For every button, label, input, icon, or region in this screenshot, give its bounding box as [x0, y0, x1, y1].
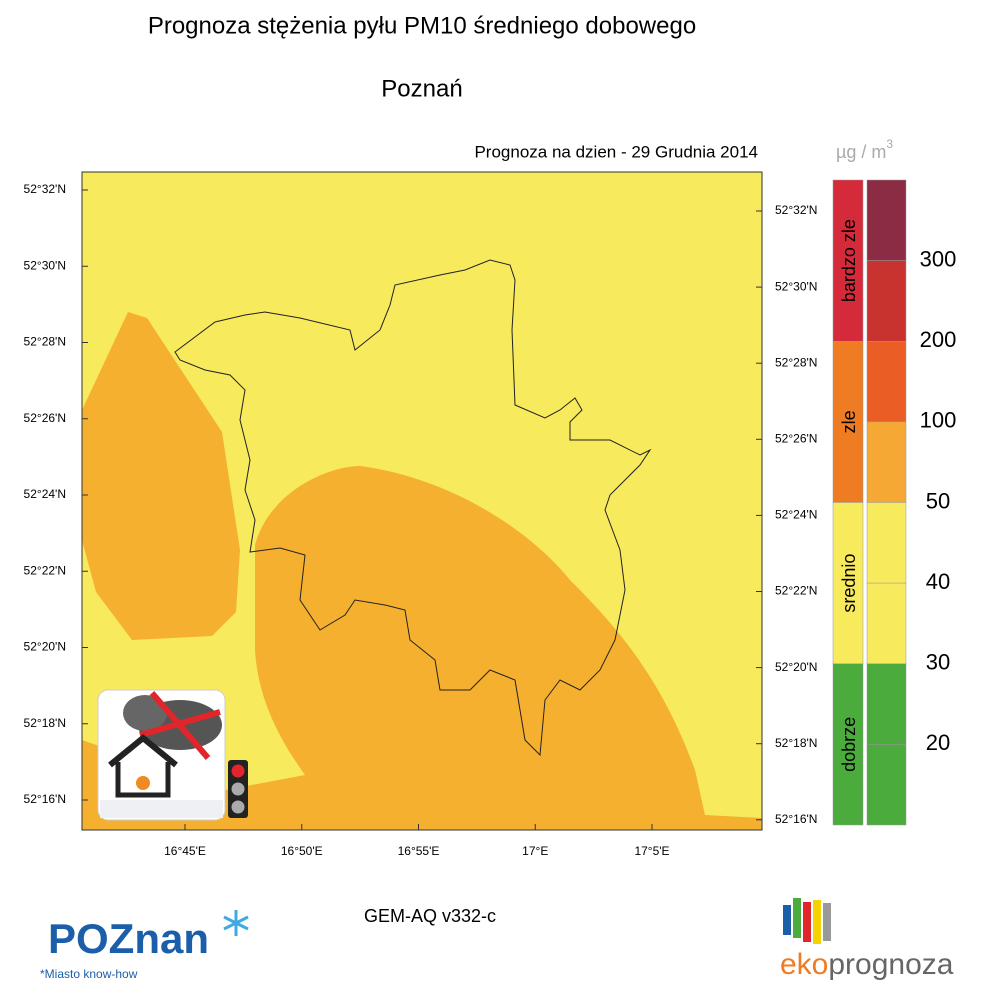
unit-text: µg / m — [836, 142, 886, 162]
inset-icon — [97, 689, 248, 821]
lat-label-left: 52°32'N — [24, 182, 66, 196]
legend-category — [832, 502, 864, 664]
legend-scale — [866, 663, 907, 745]
legend-scale — [866, 421, 907, 503]
legend-value: 50 — [926, 488, 950, 513]
lat-label-left: 52°20'N — [24, 640, 66, 654]
lon-label: 16°45'E — [164, 844, 206, 858]
lat-label-right: 52°32'N — [775, 203, 817, 217]
lon-label: 17°5'E — [634, 844, 669, 858]
snow — [100, 800, 223, 818]
lon-label: 16°55'E — [398, 844, 440, 858]
legend-category — [832, 179, 864, 342]
tagline: *Miasto know-how — [40, 967, 138, 981]
light-off — [231, 782, 245, 796]
map-frame — [81, 171, 763, 831]
axes: 52°32'N 52°30'N 52°28'N 52°26'N 52°24'N 52°22… — [24, 182, 818, 858]
legend-category — [832, 663, 864, 826]
lat-label-left: 52°22'N — [24, 563, 66, 577]
legend-scale — [866, 179, 907, 261]
city-boundary — [174, 259, 652, 757]
logo-left: POZnan — [48, 915, 209, 962]
fire — [136, 776, 150, 790]
house-wall — [115, 762, 171, 798]
house-roof — [108, 734, 178, 768]
logo-right: ekoprognoza — [780, 948, 954, 981]
legend-value: 200 — [920, 327, 957, 352]
legend-value: 20 — [926, 730, 950, 755]
logo-right-bars — [783, 898, 831, 944]
forecast-date: Prognoza na dzien - 29 Grudnia 2014 — [474, 142, 758, 161]
lat-label-right: 52°30'N — [775, 279, 817, 293]
legend-scale — [866, 260, 907, 342]
lat-label-left: 52°30'N — [24, 258, 66, 272]
lat-label-right: 52°22'N — [775, 584, 817, 598]
legend: bardzo zle zle srednio dobrze 300 200 100 50 40 3… — [832, 179, 957, 826]
legend-value: 40 — [926, 569, 950, 594]
lat-label-right: 52°20'N — [775, 660, 817, 674]
legend-category-label: zle — [839, 410, 859, 433]
lat-label-right: 52°26'N — [775, 431, 817, 445]
light-off — [231, 800, 245, 814]
legend-value: 300 — [920, 246, 957, 271]
title: Prognoza stężenia pyłu PM10 średniego do… — [148, 12, 696, 39]
lat-label-right: 52°16'N — [775, 812, 817, 826]
legend-category-label: dobrze — [839, 717, 859, 772]
unit-exponent: 3 — [886, 137, 893, 151]
lon-label: 16°50'E — [281, 844, 323, 858]
lon-label: 17°E — [522, 844, 548, 858]
subtitle: Poznań — [381, 75, 462, 102]
lat-label-right: 52°24'N — [775, 508, 817, 522]
legend-value: 30 — [926, 650, 950, 675]
legend-category — [832, 341, 864, 503]
lat-label-left: 52°26'N — [24, 411, 66, 425]
logo-right-eko: eko — [780, 948, 828, 981]
legend-scale — [866, 502, 907, 584]
legend-value: 100 — [920, 408, 957, 433]
lat-label-left: 52°28'N — [24, 335, 66, 349]
legend-category-label: srednio — [839, 554, 859, 613]
logo-star — [223, 910, 249, 936]
legend-scale — [866, 582, 907, 664]
lat-label-right: 52°28'N — [775, 355, 817, 369]
cross-line — [149, 691, 211, 760]
legend-scale — [866, 341, 907, 423]
legend-category-label: bardzo zle — [839, 219, 859, 302]
lat-label-left: 52°16'N — [24, 792, 66, 806]
lat-label-right: 52°18'N — [775, 736, 817, 750]
lat-label-left: 52°18'N — [24, 716, 66, 730]
concentration-area — [82, 466, 762, 830]
concentration-area — [82, 312, 240, 640]
logo-right-prognoza: prognoza — [828, 948, 953, 981]
legend-scale — [866, 744, 907, 826]
light-red — [231, 764, 245, 778]
unit: µg / m3 — [836, 137, 893, 162]
model-label: GEM-AQ v332-c — [364, 906, 496, 926]
lat-label-left: 52°24'N — [24, 487, 66, 501]
map — [81, 171, 763, 831]
smoke-cloud — [123, 695, 167, 731]
